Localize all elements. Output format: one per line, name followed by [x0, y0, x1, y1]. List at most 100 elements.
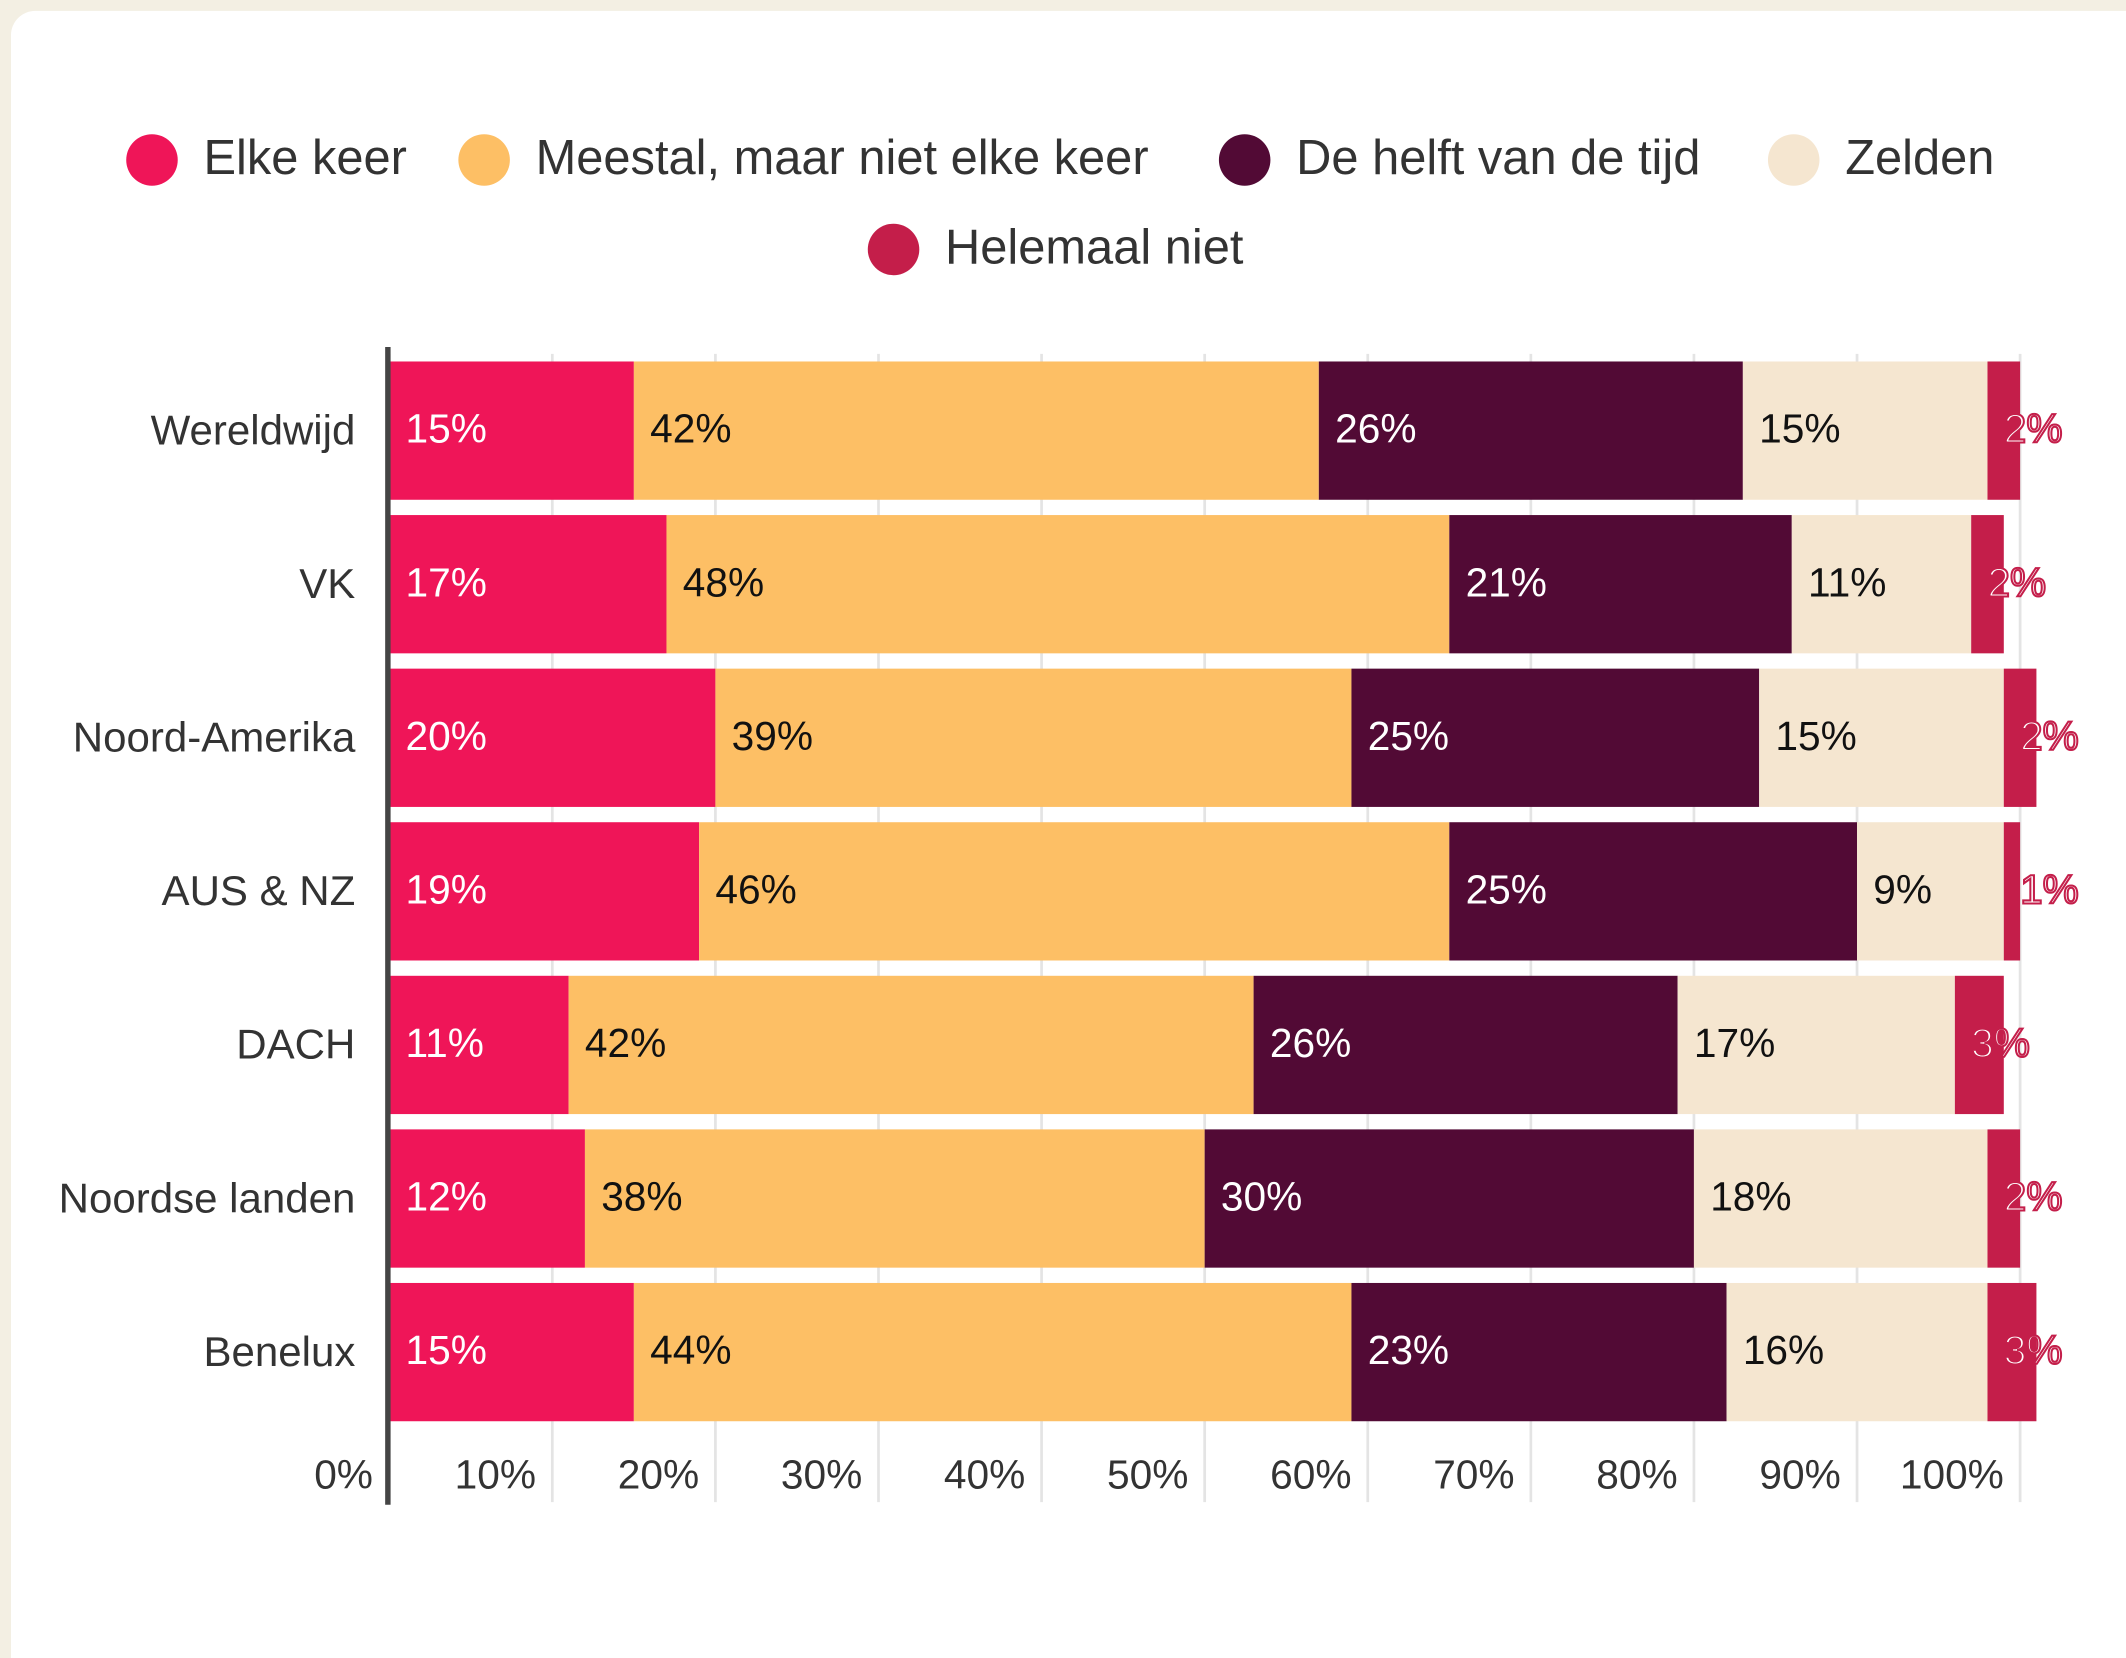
legend-label: Zelden	[1845, 131, 1994, 185]
data-label: 2%	[2020, 713, 2079, 759]
data-label: 46%	[715, 866, 796, 912]
data-label: 48%	[683, 559, 764, 605]
bar	[1971, 515, 2004, 654]
bar	[1449, 515, 1792, 654]
data-label: 25%	[1368, 713, 1449, 759]
data-label: 15%	[1775, 713, 1856, 759]
legend-swatch	[458, 134, 510, 186]
data-label: 2%	[1987, 559, 2046, 605]
legend-swatch	[1218, 134, 1271, 186]
bar	[2003, 668, 2037, 807]
bar	[1987, 361, 2021, 500]
y-tick-label: Noord-Amerika	[73, 714, 356, 761]
bar	[1204, 1129, 1694, 1268]
x-tick-label: 40%	[944, 1451, 1025, 1497]
x-tick-label: 30%	[781, 1451, 862, 1497]
legend-swatch	[867, 223, 920, 276]
bar	[1987, 1129, 2021, 1268]
x-tick-label: 50%	[1107, 1451, 1188, 1497]
bar	[1726, 1282, 1988, 1422]
x-tick-label: 20%	[618, 1451, 699, 1497]
bar	[389, 975, 569, 1115]
data-label: 26%	[1270, 1020, 1351, 1066]
data-label: 38%	[601, 1174, 682, 1220]
y-tick-label: DACH	[236, 1021, 355, 1068]
bar	[1677, 975, 1955, 1115]
bar	[699, 822, 1450, 961]
data-label: 17%	[405, 559, 486, 605]
bar	[1351, 1282, 1727, 1422]
x-tick-label: 10%	[455, 1451, 536, 1497]
bar	[1318, 361, 1743, 500]
data-label: 23%	[1368, 1327, 1449, 1373]
y-tick-label: Wereldwijd	[151, 406, 356, 453]
x-tick-label: 60%	[1270, 1451, 1351, 1497]
data-label: 3%	[1971, 1020, 2030, 1066]
data-label: 30%	[1221, 1174, 1302, 1220]
x-tick-label: 0%	[314, 1451, 373, 1497]
data-label: 15%	[405, 1327, 486, 1373]
data-label: 9%	[1873, 866, 1932, 912]
data-label: 42%	[585, 1020, 666, 1066]
data-label: 16%	[1743, 1327, 1824, 1373]
data-label: 21%	[1466, 559, 1547, 605]
data-label: 15%	[405, 406, 486, 452]
bar	[1987, 1282, 2037, 1422]
x-tick-label: 80%	[1596, 1451, 1677, 1497]
data-label: 26%	[1335, 406, 1416, 452]
bar	[389, 515, 667, 654]
data-label: 18%	[1710, 1174, 1791, 1220]
data-label: 19%	[405, 866, 486, 912]
bar	[1449, 822, 1858, 961]
data-label: 11%	[1808, 559, 1886, 605]
bar	[389, 1129, 585, 1268]
bar	[584, 1129, 1205, 1268]
legend-label: De helft van de tijd	[1296, 131, 1700, 185]
legend-label: Helemaal niet	[945, 221, 1244, 275]
y-tick-label: Benelux	[203, 1328, 355, 1375]
x-tick-label: 90%	[1759, 1451, 1840, 1497]
data-label: 42%	[650, 406, 731, 452]
legend-swatch	[126, 134, 178, 186]
x-tick-label: 70%	[1433, 1451, 1514, 1497]
data-label: 44%	[650, 1327, 731, 1373]
legend-label: Meestal, maar niet elke keer	[536, 131, 1149, 185]
bar	[715, 668, 1352, 807]
data-label: 3%	[2004, 1327, 2063, 1373]
bar	[633, 361, 1319, 500]
data-label: 2%	[2004, 1174, 2063, 1220]
bar	[633, 1282, 1352, 1422]
bar	[1791, 515, 1972, 654]
bar	[666, 515, 1450, 654]
x-tick-label: 100%	[1900, 1451, 2004, 1497]
bar	[389, 822, 700, 961]
bar	[389, 361, 634, 500]
legend-label: Elke keer	[203, 131, 406, 185]
bar	[1253, 975, 1678, 1115]
y-tick-label: Noordse landen	[59, 1174, 356, 1221]
bar	[1693, 1129, 1988, 1268]
data-label: 17%	[1694, 1020, 1775, 1066]
bar	[389, 1282, 634, 1422]
data-label: 39%	[732, 713, 813, 759]
y-tick-label: AUS & NZ	[162, 867, 356, 914]
data-label: 2%	[2004, 406, 2063, 452]
bar	[389, 668, 716, 807]
data-label: 25%	[1466, 866, 1547, 912]
data-label: 11%	[405, 1020, 483, 1066]
data-label: 20%	[405, 713, 486, 759]
data-label: 15%	[1759, 406, 1840, 452]
data-label: 1%	[2020, 866, 2079, 912]
bar	[1742, 361, 1988, 500]
bar	[2003, 822, 2021, 961]
bar	[1857, 822, 2004, 961]
bar	[568, 975, 1254, 1115]
data-label: 12%	[405, 1174, 486, 1220]
legend-swatch	[1767, 134, 1820, 186]
bar	[1351, 668, 1760, 807]
bar	[1759, 668, 2004, 807]
y-tick-label: VK	[299, 560, 355, 607]
bar	[1954, 975, 2004, 1115]
